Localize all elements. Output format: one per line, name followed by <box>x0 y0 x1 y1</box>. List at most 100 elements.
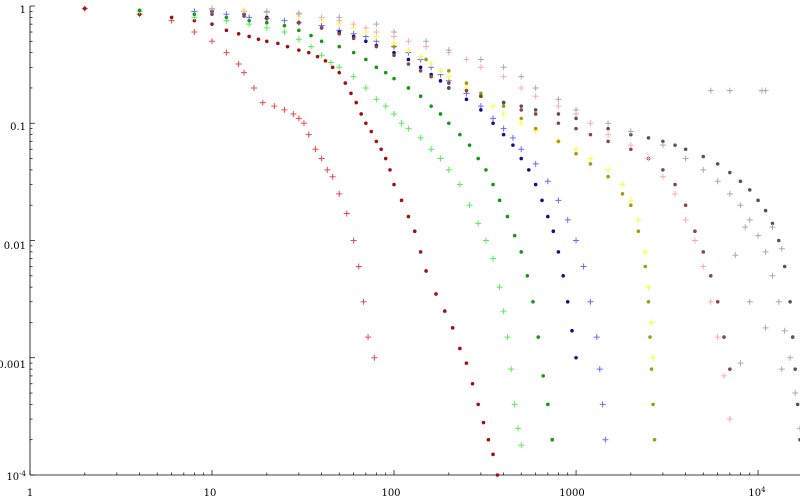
data-point-dot <box>224 15 229 20</box>
data-point-dot <box>519 104 524 108</box>
data-point-dot <box>297 48 301 52</box>
data-point-plus <box>645 284 652 291</box>
data-point-plus <box>587 120 594 127</box>
data-point-dot <box>464 97 469 102</box>
data-point-dot <box>570 328 574 333</box>
data-point-plus <box>259 99 266 106</box>
data-point-dot <box>406 57 411 62</box>
data-point-dot <box>464 88 469 93</box>
data-point-dot <box>519 116 524 121</box>
data-point-dot <box>546 402 550 407</box>
data-point-dot <box>418 250 423 254</box>
data-point-plus <box>762 324 769 331</box>
data-point-dot <box>210 12 214 17</box>
data-point-dot <box>701 154 706 159</box>
data-point-plus <box>246 14 253 21</box>
data-point-plus <box>511 401 518 408</box>
data-point-dot <box>276 41 280 46</box>
data-point-plus <box>365 334 372 341</box>
data-point-dot <box>776 238 781 243</box>
data-point-dot <box>412 229 417 234</box>
data-point-plus <box>726 416 733 423</box>
data-marks <box>81 5 800 477</box>
data-point-plus <box>737 360 744 367</box>
data-point-plus <box>762 248 769 255</box>
series-2 <box>136 8 525 449</box>
data-point-plus <box>509 134 516 141</box>
y-tick-label-0.0001: 10-4 <box>6 470 26 483</box>
data-point-plus <box>605 120 612 127</box>
data-point-dot <box>392 76 396 81</box>
data-point-plus <box>555 103 562 110</box>
data-point-plus <box>295 36 302 43</box>
data-point-plus <box>445 73 452 80</box>
data-point-dot <box>392 53 396 58</box>
data-point-dot <box>369 129 374 134</box>
data-point-dot <box>319 39 324 44</box>
data-point-plus <box>373 96 380 103</box>
data-point-dot <box>297 20 301 25</box>
series-4 <box>191 8 609 443</box>
data-point-dot <box>770 221 775 226</box>
data-point-dot <box>519 156 524 161</box>
ticks <box>29 5 759 476</box>
data-point-dot <box>556 121 561 126</box>
x-tick-label-1: 1 <box>27 488 33 499</box>
data-point-plus <box>445 166 452 173</box>
data-point-plus <box>437 155 444 162</box>
data-point-dot <box>574 126 578 131</box>
data-point-dot <box>392 44 396 49</box>
data-point-plus <box>496 284 503 291</box>
axes <box>29 6 800 476</box>
data-point-dot <box>629 132 633 137</box>
data-point-plus <box>350 21 357 28</box>
series-6 <box>209 5 657 361</box>
data-point-plus <box>504 334 511 341</box>
series-8 <box>210 12 732 371</box>
data-point-dot <box>306 50 311 55</box>
data-point-dot <box>265 16 269 21</box>
data-point-plus <box>627 142 634 149</box>
data-point-plus <box>532 93 539 100</box>
data-point-dot <box>374 65 379 70</box>
x-tick-superscript: 4 <box>761 486 766 494</box>
data-point-plus <box>318 155 325 162</box>
data-point-dot <box>309 33 313 38</box>
data-point-dot <box>374 139 379 144</box>
data-point-plus <box>490 103 497 110</box>
data-point-plus <box>650 354 657 361</box>
data-point-plus <box>329 173 336 180</box>
data-point-plus <box>707 87 714 94</box>
data-point-dot <box>429 104 433 108</box>
data-point-dot <box>561 273 565 278</box>
data-point-dot <box>359 112 363 116</box>
data-point-plus <box>532 160 539 167</box>
data-point-plus <box>518 84 525 91</box>
data-point-plus <box>642 248 649 255</box>
data-point-dot <box>438 79 443 83</box>
data-point-plus <box>417 53 424 60</box>
data-point-dot <box>388 168 392 172</box>
data-point-dot <box>224 28 229 33</box>
data-point-dot <box>374 44 379 49</box>
data-point-plus <box>700 263 707 270</box>
data-point-dot <box>546 214 550 219</box>
data-point-dot <box>738 179 743 184</box>
data-point-dot <box>137 8 142 13</box>
data-point-dot <box>661 139 665 144</box>
data-point-dot <box>406 62 411 66</box>
data-point-plus <box>477 64 484 71</box>
data-point-dot <box>722 335 726 339</box>
data-point-plus <box>295 10 302 17</box>
data-point-dot <box>747 188 752 192</box>
data-point-plus <box>477 56 484 63</box>
data-point-plus <box>250 84 257 91</box>
data-point-plus <box>263 24 270 31</box>
data-point-dot <box>620 192 625 196</box>
data-point-dot <box>673 182 677 187</box>
data-point-dot <box>606 174 610 179</box>
data-point-dot <box>479 108 483 112</box>
data-point-dot <box>763 208 768 213</box>
data-point-dot <box>392 182 396 187</box>
data-point-dot <box>588 162 593 166</box>
